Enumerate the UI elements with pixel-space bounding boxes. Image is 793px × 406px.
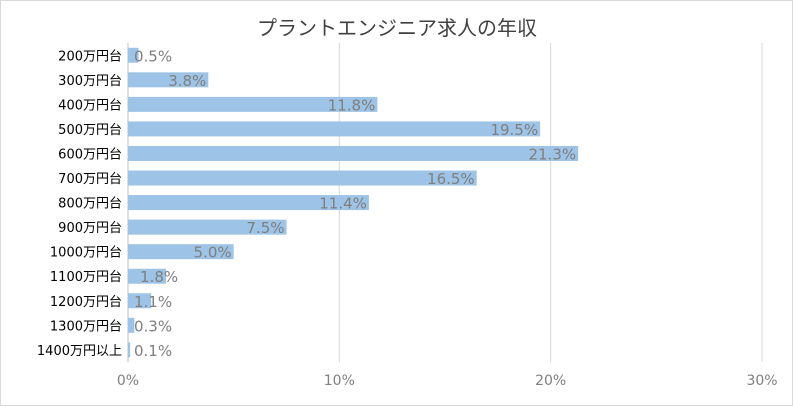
data-label: 1.8% — [140, 268, 178, 286]
category-label: 600万円台 — [58, 147, 122, 162]
bar — [128, 145, 579, 161]
category-label: 900万円台 — [58, 221, 122, 236]
category-label: 200万円台 — [58, 49, 122, 64]
category-label: 500万円台 — [58, 123, 122, 138]
category-label: 800万円台 — [58, 197, 122, 212]
data-label: 16.5% — [427, 170, 475, 188]
category-label: 1300万円台 — [50, 319, 122, 334]
data-label: 1.1% — [134, 293, 172, 311]
x-tick-label: 20% — [535, 373, 566, 389]
bar — [128, 170, 477, 186]
category-label: 1400万円以上 — [37, 344, 122, 359]
bar — [128, 268, 167, 284]
data-label: 0.1% — [134, 342, 172, 360]
bars — [128, 47, 579, 358]
bar — [128, 195, 369, 211]
chart-title: プラントエンジニア求人の年収 — [257, 16, 537, 40]
data-label: 3.8% — [168, 72, 206, 90]
bar — [128, 47, 139, 63]
data-label: 11.4% — [319, 195, 367, 213]
data-label: 7.5% — [246, 219, 284, 237]
x-tick-labels: 0% 10% 20% 30% — [117, 373, 778, 389]
bar — [128, 317, 135, 333]
data-label: 0.3% — [134, 317, 172, 335]
bar — [128, 342, 131, 358]
data-label: 19.5% — [490, 121, 538, 139]
category-label: 700万円台 — [58, 172, 122, 187]
category-label: 1100万円台 — [50, 270, 122, 285]
data-label: 5.0% — [194, 244, 232, 262]
data-label: 0.5% — [134, 47, 172, 65]
data-labels: 0.5% 3.8% 11.8% 19.5% 21.3% 16.5% 11.4% 7.5% 5.0… — [134, 47, 576, 360]
data-label: 21.3% — [528, 145, 576, 163]
category-label: 1000万円台 — [50, 246, 122, 261]
bar — [128, 219, 287, 235]
bar — [128, 244, 234, 260]
category-label: 300万円台 — [58, 74, 122, 89]
category-label: 400万円台 — [58, 98, 122, 113]
category-labels: 200万円台 300万円台 400万円台 500万円台 600万円台 700万円台 800万… — [37, 49, 122, 359]
bar — [128, 293, 152, 309]
bar — [128, 72, 209, 88]
data-label: 11.8% — [328, 96, 376, 114]
x-tick-label: 30% — [746, 373, 777, 389]
bar — [128, 121, 541, 137]
x-tick-label: 10% — [324, 373, 355, 389]
category-label: 1200万円台 — [50, 295, 122, 310]
bar — [128, 96, 378, 112]
x-tick-label: 0% — [117, 373, 139, 389]
